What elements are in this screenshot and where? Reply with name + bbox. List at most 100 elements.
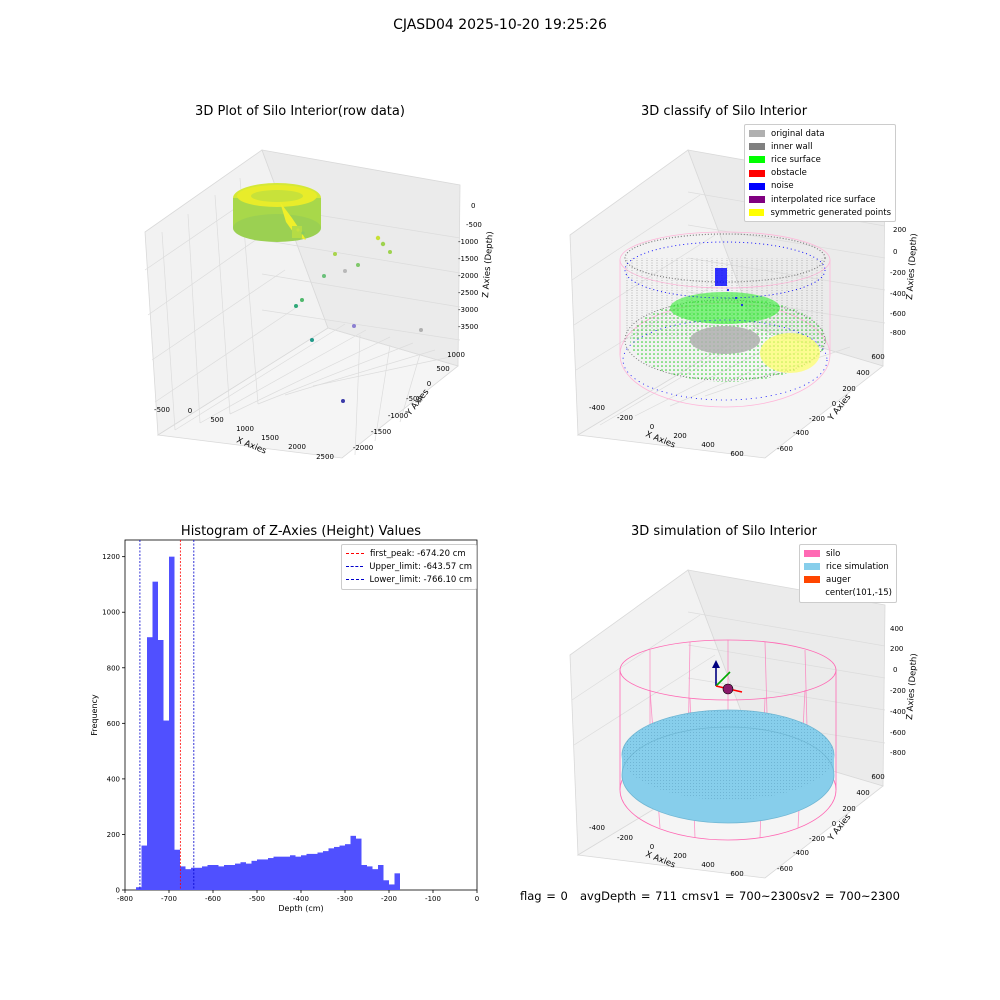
plot2-ztick: -600	[890, 310, 906, 318]
hist-bar	[284, 856, 290, 890]
hist-bar	[240, 862, 246, 890]
hist-bar	[163, 720, 169, 890]
hist-bar	[312, 853, 318, 890]
legend-swatch	[749, 182, 765, 190]
hist-bar	[295, 856, 301, 890]
hist-bar	[262, 859, 268, 890]
hist-bars	[136, 556, 400, 890]
plot4-rice-simulation	[621, 709, 835, 824]
hist-xtick-label: -200	[381, 895, 397, 903]
hist-bar	[339, 845, 345, 890]
hist-bar	[372, 869, 378, 890]
hist-bar	[174, 849, 180, 890]
legend-label: auger	[826, 574, 851, 585]
plot1-ztick: -3000	[458, 306, 478, 314]
plot4-ytick: 400	[856, 789, 869, 797]
outlier-point	[419, 328, 423, 332]
legend-swatch	[749, 196, 765, 204]
plot1-xtick: -500	[154, 406, 170, 414]
hist-bar	[273, 856, 279, 890]
legend-swatch	[749, 130, 765, 138]
outlier-point	[333, 252, 337, 256]
legend-label: center(101,-15)	[825, 588, 892, 599]
hist-bar	[207, 865, 213, 890]
hist-bar	[257, 859, 263, 890]
plot2-symmetric-points	[760, 333, 820, 373]
plot4-legend: silo rice simulation auger center(101,-1…	[799, 544, 897, 603]
plot2-original-center	[690, 326, 760, 354]
plot4-ztick: -800	[890, 749, 906, 757]
hist-bar	[235, 863, 241, 890]
hist-bar	[191, 867, 197, 890]
legend-swatch	[749, 169, 765, 177]
hist-xlabel: Depth (cm)	[278, 904, 323, 913]
hist-bar	[224, 865, 230, 890]
plot2-xtick: 0	[650, 423, 654, 431]
hist-ylabel: Frequency	[90, 694, 99, 736]
hist-bar	[334, 846, 340, 890]
hist-bar	[268, 858, 274, 890]
legend-swatch	[749, 156, 765, 164]
plot1-xtick: 0	[188, 407, 192, 415]
legend-line	[346, 553, 364, 555]
plot1-axes: -500 0 500 1000 1500 2000 2500 1000 500 …	[144, 149, 496, 461]
legend-swatch	[804, 590, 819, 597]
legend-label: inner wall	[771, 141, 813, 152]
plot1-silo-point-cloud	[233, 183, 321, 242]
hist-bar	[350, 835, 356, 890]
hist-ytick-label: 600	[107, 720, 120, 728]
legend-line	[346, 579, 364, 581]
hist-bar	[136, 887, 142, 890]
legend-label: interpolated rice surface	[771, 194, 876, 205]
plot1-title: 3D Plot of Silo Interior(row data)	[195, 104, 405, 119]
hist-reference-lines	[139, 540, 195, 890]
plot1-ytick: 1000	[447, 351, 465, 359]
hist-bar	[328, 848, 334, 890]
plot2-ytick: -600	[777, 445, 793, 453]
hist-bar	[301, 855, 307, 890]
hist-xtick-label: -300	[337, 895, 353, 903]
hist-bar	[169, 556, 175, 890]
hist-xtick-label: -700	[161, 895, 177, 903]
legend-label: noise	[771, 181, 794, 192]
hist-bar	[246, 863, 252, 890]
plot2-xtick: -200	[617, 414, 633, 422]
plot4-xtick: -400	[589, 824, 605, 832]
plot2-noise	[622, 241, 828, 401]
legend-item: rice simulation	[804, 560, 892, 573]
plot2-xtick: 400	[701, 441, 714, 449]
plot2-xtick: -400	[589, 404, 605, 412]
plot4-xtick: 0	[650, 843, 654, 851]
legend-label: Lower_limit: -766.10 cm	[369, 574, 472, 585]
legend-item: rice surface	[749, 153, 891, 166]
plot1-ytick: -2000	[353, 444, 373, 452]
hist-ytick-label: 1000	[102, 609, 120, 617]
hist-bar	[251, 860, 257, 890]
figure-title: CJASD04 2025-10-20 19:25:26	[393, 17, 607, 33]
hist-bar	[213, 865, 219, 890]
hist-x-ticks: -800 -700 -600 -500 -400 -300 -200 -100 0	[117, 890, 479, 903]
outlier-point	[352, 324, 356, 328]
legend-label: silo	[826, 548, 841, 559]
outlier-point	[341, 399, 345, 403]
legend-label: symmetric generated points	[770, 207, 891, 218]
hist-ytick-label: 0	[116, 887, 120, 895]
hist-bar	[180, 866, 186, 890]
plot4-xtick: -200	[617, 834, 633, 842]
plot2-ztick: -200	[890, 269, 906, 277]
plot1-ztick: 0	[471, 202, 475, 210]
plot1-xtick: 2500	[316, 453, 334, 461]
plot2-zlabel: Z Axies (Depth)	[905, 233, 920, 300]
hist-bar	[378, 865, 384, 890]
legend-item: symmetric generated points	[749, 206, 891, 219]
hist-bar	[345, 844, 351, 890]
plot2-ztick: -800	[890, 329, 906, 337]
plot2-ytick: 200	[842, 385, 855, 393]
legend-item: inner wall	[749, 140, 891, 153]
outlier-point	[388, 250, 392, 254]
plot1-ztick: -1000	[458, 238, 478, 246]
plot2-ztick: 0	[893, 248, 897, 256]
outlier-point	[356, 263, 360, 267]
outlier-point	[300, 298, 304, 302]
legend-item: original data	[749, 127, 891, 140]
